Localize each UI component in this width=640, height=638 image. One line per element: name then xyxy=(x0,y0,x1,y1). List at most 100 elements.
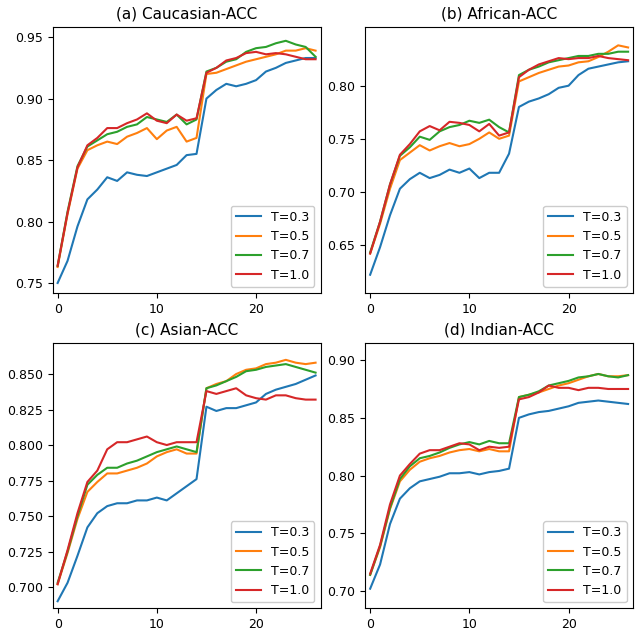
T=0.5 xyxy=(495,447,503,455)
T=0.7 xyxy=(416,133,424,140)
T=0.7 xyxy=(302,43,310,51)
T=0.3 xyxy=(54,597,61,605)
T=0.3 xyxy=(396,185,404,193)
T=0.3 xyxy=(243,401,250,409)
T=0.7 xyxy=(272,362,280,369)
T=0.3 xyxy=(64,579,72,586)
T=0.3 xyxy=(272,64,280,71)
T=0.3 xyxy=(243,80,250,87)
T=0.7 xyxy=(133,457,141,464)
T=0.5 xyxy=(173,123,180,131)
T=1.0 xyxy=(262,396,270,403)
T=0.5 xyxy=(564,380,572,387)
T=0.3 xyxy=(535,408,543,416)
T=0.7 xyxy=(312,53,319,61)
T=1.0 xyxy=(406,460,413,468)
T=1.0 xyxy=(564,56,572,63)
T=0.7 xyxy=(555,380,563,387)
T=0.3 xyxy=(595,63,602,70)
T=1.0 xyxy=(584,384,592,392)
T=0.5 xyxy=(262,53,270,61)
T=0.3 xyxy=(153,494,161,501)
T=0.7 xyxy=(282,37,290,45)
T=0.7 xyxy=(64,547,72,555)
T=0.5 xyxy=(456,142,463,150)
T=0.3 xyxy=(495,467,503,475)
Legend: T=0.3, T=0.5, T=0.7, T=1.0: T=0.3, T=0.5, T=0.7, T=1.0 xyxy=(543,206,627,286)
T=1.0 xyxy=(153,438,161,446)
T=0.3 xyxy=(555,84,563,92)
T=0.5 xyxy=(203,70,211,78)
T=1.0 xyxy=(183,438,191,446)
T=0.3 xyxy=(535,94,543,102)
T=0.5 xyxy=(495,135,503,143)
T=0.5 xyxy=(153,135,161,143)
T=0.7 xyxy=(84,481,92,489)
T=0.5 xyxy=(604,373,612,380)
T=1.0 xyxy=(396,151,404,159)
T=1.0 xyxy=(624,56,632,64)
T=0.5 xyxy=(416,142,424,149)
T=0.3 xyxy=(272,386,280,394)
T=1.0 xyxy=(505,443,513,450)
Legend: T=0.3, T=0.5, T=0.7, T=1.0: T=0.3, T=0.5, T=0.7, T=1.0 xyxy=(231,206,314,286)
T=0.7 xyxy=(604,50,612,57)
T=0.3 xyxy=(465,165,473,172)
T=1.0 xyxy=(575,387,582,394)
T=0.3 xyxy=(545,407,552,415)
T=1.0 xyxy=(232,385,240,392)
T=0.3 xyxy=(173,161,180,169)
T=0.7 xyxy=(74,162,81,170)
T=0.5 xyxy=(555,63,563,70)
T=1.0 xyxy=(133,115,141,123)
Line: T=0.3: T=0.3 xyxy=(370,61,628,275)
T=0.5 xyxy=(292,47,300,54)
T=1.0 xyxy=(153,117,161,124)
T=0.5 xyxy=(312,47,319,54)
T=0.3 xyxy=(252,399,260,406)
T=0.7 xyxy=(203,68,211,75)
T=0.3 xyxy=(555,404,563,412)
T=1.0 xyxy=(74,163,81,171)
T=0.5 xyxy=(436,142,444,150)
T=0.3 xyxy=(426,475,433,483)
T=0.5 xyxy=(252,56,260,63)
T=0.5 xyxy=(163,127,171,135)
T=0.5 xyxy=(272,359,280,366)
T=1.0 xyxy=(535,389,543,396)
T=1.0 xyxy=(386,501,394,508)
T=1.0 xyxy=(386,181,394,188)
T=0.7 xyxy=(302,366,310,374)
T=1.0 xyxy=(272,392,280,399)
T=0.7 xyxy=(476,119,483,127)
T=0.5 xyxy=(525,391,532,399)
T=0.7 xyxy=(212,64,220,71)
T=1.0 xyxy=(243,49,250,57)
T=0.7 xyxy=(426,452,433,460)
T=0.7 xyxy=(113,128,121,136)
T=1.0 xyxy=(203,69,211,77)
T=0.7 xyxy=(535,387,543,395)
T=0.5 xyxy=(604,48,612,56)
T=0.5 xyxy=(555,382,563,389)
T=0.5 xyxy=(614,373,622,380)
T=0.5 xyxy=(366,249,374,257)
T=1.0 xyxy=(193,114,200,122)
T=0.5 xyxy=(113,140,121,148)
T=0.5 xyxy=(525,73,532,81)
T=1.0 xyxy=(584,54,592,62)
T=0.7 xyxy=(163,118,171,126)
T=0.7 xyxy=(545,382,552,389)
T=0.5 xyxy=(406,466,413,473)
T=1.0 xyxy=(495,132,503,140)
T=0.5 xyxy=(282,356,290,364)
T=0.5 xyxy=(243,366,250,374)
T=0.5 xyxy=(505,447,513,455)
T=1.0 xyxy=(436,126,444,134)
T=0.7 xyxy=(282,360,290,368)
T=0.3 xyxy=(163,165,171,172)
T=0.5 xyxy=(396,156,404,164)
T=0.3 xyxy=(302,376,310,383)
T=0.3 xyxy=(262,68,270,75)
T=0.5 xyxy=(54,581,61,588)
